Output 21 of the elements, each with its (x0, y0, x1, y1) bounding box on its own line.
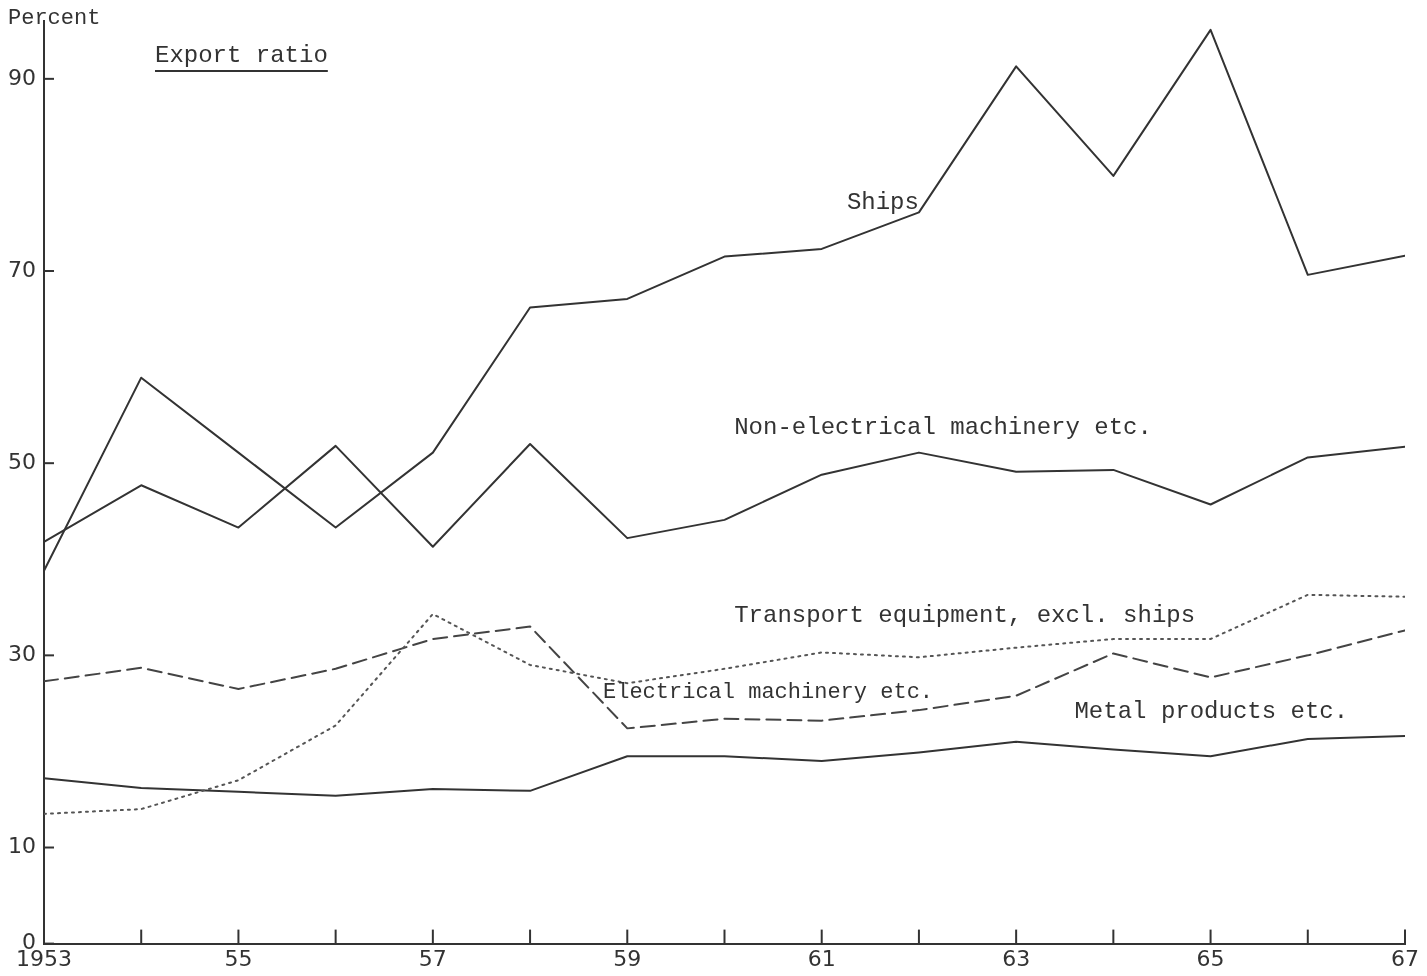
x-tick-label: 61 (807, 945, 836, 971)
series-label: Non-electrical machinery etc. (734, 414, 1152, 442)
y-axis-title: Percent (8, 6, 101, 31)
series-label: Metal products etc. (1074, 697, 1349, 725)
series-label: Ships (846, 188, 919, 216)
x-tick-label: 67 (1391, 945, 1419, 971)
y-tick-label: 50 (7, 448, 36, 474)
y-tick-label: 30 (7, 641, 36, 667)
text: Export ratio (155, 42, 328, 69)
x-tick-label: 55 (224, 945, 253, 971)
line-series (43, 593, 1405, 815)
x-tick-label: 65 (1196, 945, 1225, 971)
series-label: Electrical machinery etc. (602, 679, 934, 705)
line-series (43, 625, 1405, 730)
series-label: Transport equipment, excl. ships (734, 601, 1196, 629)
x-tick-label: 57 (418, 945, 447, 971)
y-tick-label: 10 (7, 833, 36, 859)
y-tick-label: 90 (7, 64, 36, 90)
x-tick-label: 63 (1002, 945, 1031, 971)
x-tick-label: 59 (613, 945, 642, 971)
y-tick-label: 70 (7, 256, 36, 282)
